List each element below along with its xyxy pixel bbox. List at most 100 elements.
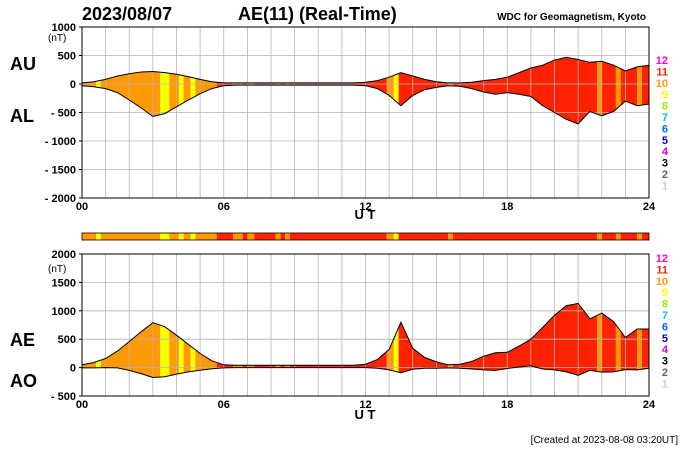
legend-station-count: 11 [656, 264, 668, 276]
au-al-x-tick-labels: 00 06 12 18 24 [76, 201, 656, 213]
legend-station-count: 8 [662, 101, 668, 113]
x-tick-label: 18 [501, 399, 513, 411]
y-tick-label: - 2000 [45, 193, 76, 205]
au-al-fill-segment [641, 65, 649, 105]
au-al-fill-segment [637, 66, 642, 106]
station-count-segment [275, 233, 281, 240]
station-count-strip [82, 233, 649, 240]
ae-ao-fill-segment [190, 346, 196, 372]
ae-ao-fill-segment [160, 325, 170, 377]
y-tick-label: - 1000 [45, 136, 76, 148]
au-label: AU [10, 54, 36, 74]
station-count-segment [254, 233, 276, 240]
ae-ao-frame [81, 253, 650, 397]
legend-station-count: 12 [656, 55, 668, 67]
au-al-fill-segment [183, 75, 191, 103]
station-count-segment [183, 233, 191, 240]
ae-ao-y-tick-labels: 2000 1500 1000 500 0 - 500 [51, 249, 82, 403]
station-count-segment [247, 233, 255, 240]
ae-ao-fill-segment [169, 330, 179, 376]
station-count-segment [280, 233, 286, 240]
legend-station-count: 5 [662, 135, 668, 147]
legend-station-count: 12 [656, 253, 668, 265]
ae-ao-fill-segment [178, 337, 184, 374]
legend-station-count: 2 [662, 169, 668, 181]
y-tick-label: - 1500 [45, 165, 76, 177]
au-al-fill-segment [386, 75, 394, 100]
plot-date: 2023/08/07 [82, 4, 172, 24]
ae-ao-fill-segment [183, 340, 191, 373]
au-al-fill-segment [620, 66, 638, 106]
station-count-segment [393, 233, 399, 240]
au-line [81, 56, 650, 84]
station-count-segment [195, 233, 217, 240]
station-count-segment [100, 233, 160, 240]
au-al-fill-segment [601, 61, 616, 116]
station-count-segment [160, 233, 170, 240]
y-tick-label: 1500 [52, 277, 76, 289]
station-count-segment [233, 233, 243, 240]
ae-ao-fill-segment [448, 364, 453, 368]
legend-station-count: 6 [662, 321, 668, 333]
au-al-fill-segment [393, 73, 399, 104]
station-count-segment [169, 233, 179, 240]
station-count-segment [597, 233, 602, 240]
al-label: AL [10, 106, 34, 126]
x-tick-label: 06 [218, 399, 230, 411]
au-al-fill-segment [160, 72, 170, 115]
x-tick-label: 24 [643, 399, 656, 411]
x-tick-label: 12 [359, 201, 371, 213]
legend-station-count: 1 [662, 180, 668, 192]
ao-label: AO [10, 371, 37, 391]
created-timestamp: [Created at 2023-08-08 03:20UT] [531, 435, 679, 446]
station-count-segment [452, 233, 597, 240]
x-tick-label: 06 [218, 201, 230, 213]
x-tick-label: 00 [76, 399, 88, 411]
ae-ao-fill-segment [601, 313, 616, 373]
legend-station-count: 7 [662, 310, 668, 322]
ae-ao-fill-segment [452, 303, 597, 376]
ae-ao-fill-segment [615, 324, 621, 372]
ae-label: AE [10, 330, 35, 350]
station-count-segment [216, 233, 234, 240]
y-tick-label: - 500 [51, 391, 76, 403]
ae-ao-fill-segment [195, 349, 217, 371]
station-count-segment [448, 233, 453, 240]
ae-ao-fill-segment [254, 365, 276, 368]
station-count-segment [620, 233, 638, 240]
station-count-segment [637, 233, 642, 240]
ae-ao-unit-label: (nT) [48, 264, 66, 275]
legend-station-count: 3 [662, 158, 668, 170]
x-tick-label: 24 [643, 201, 656, 213]
station-count-segment [96, 233, 101, 240]
y-tick-label: 0 [70, 79, 76, 91]
ae-ao-x-tick-labels: 00 06 12 18 24 [76, 399, 656, 411]
legend-station-count: 10 [656, 276, 668, 288]
y-tick-label: 1000 [52, 22, 76, 34]
station-count-segment [178, 233, 184, 240]
au-al-x-axis-label: U T [355, 207, 376, 222]
station-count-segment [601, 233, 616, 240]
au-al-fill-segment [190, 77, 196, 99]
station-count-strip-frame [81, 232, 650, 241]
ae-ao-fill-segment [637, 329, 642, 370]
x-tick-label: 12 [359, 399, 371, 411]
ae-ao-fill-segment [280, 365, 286, 368]
legend-station-count: 2 [662, 367, 668, 379]
station-count-segment [82, 233, 97, 240]
au-al-fill-segment [398, 72, 449, 106]
station-count-segment [641, 233, 649, 240]
ae-ao-fill-segment [82, 361, 97, 368]
ae-ao-fill-segment [275, 365, 281, 368]
station-count-segment [398, 233, 449, 240]
station-count-segment [285, 233, 290, 240]
ae-ao-fill-segment [100, 322, 160, 378]
y-tick-label: 2000 [52, 249, 76, 261]
data-source-label: WDC for Geomagnetism, Kyoto [497, 12, 646, 23]
y-tick-label: 1000 [52, 306, 76, 318]
ae-ao-fill-segment [242, 365, 248, 368]
au-al-area [82, 57, 649, 124]
legend-station-count: 10 [656, 78, 668, 90]
